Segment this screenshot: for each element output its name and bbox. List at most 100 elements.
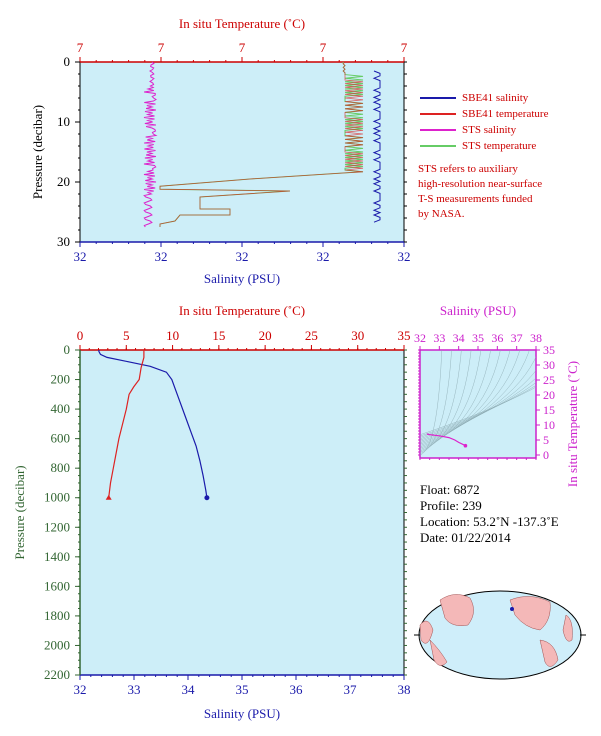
map-land-europe [562,614,573,642]
main-left-tick-label: 1600 [44,578,70,593]
ts-density-contour [420,356,536,442]
ts-top-axis-title: Salinity (PSU) [440,303,516,318]
top-chart-left-tick-label: 20 [57,174,70,189]
legend-label: SBE41 salinity [462,92,529,104]
ts-top-tick-label: 38 [530,331,542,345]
ts-density-contour [420,350,511,446]
top-chart-bottom-tick-label: 32 [74,249,87,264]
ts-plot-area [419,349,537,459]
ts-top-tick-label: 35 [472,331,484,345]
main-left-tick-label: 200 [51,372,71,387]
top-chart-top-tick-label: 7 [401,40,408,55]
main-series-temperature-end-marker [105,494,112,500]
main-bottom-tick-label: 37 [344,682,358,697]
ts-right-tick-label: 0 [543,448,549,462]
top-chart-top-axis-title: In situ Temperature (˚C) [179,16,305,31]
top-chart-bottom-tick-label: 32 [155,249,168,264]
main-top-tick-label: 10 [166,328,179,343]
sbe41-temperature-line [159,61,364,227]
world-map [414,590,586,680]
legend-item-sts-salinity: STS salinity [420,122,548,138]
sbe41-salinity-line [372,70,382,223]
main-top-tick-label: 15 [212,328,225,343]
main-left-tick-label: 2000 [44,637,70,652]
main-left-tick-label: 1200 [44,519,70,534]
top-chart-left-tick-label: 30 [57,234,70,249]
main-bottom-tick-label: 38 [398,682,411,697]
profile-number: Profile: 239 [420,498,482,513]
top-chart-left-axis-title: Pressure (decibar) [30,105,45,199]
ts-density-contour [420,377,536,439]
top-chart-top-tick-label: 7 [77,40,84,55]
ts-profile-line [426,433,466,447]
ts-right-tick-label: 15 [543,403,555,417]
main-top-tick-label: 35 [398,328,411,343]
top-chart-left-tick-label: 10 [57,114,70,129]
main-bottom-tick-label: 35 [236,682,249,697]
ts-density-contour [420,350,491,449]
top-chart-bottom-axis-title: Salinity (PSU) [204,271,280,286]
legend: SBE41 salinity SBE41 temperature STS sal… [420,90,548,154]
ts-right-tick-label: 5 [543,433,549,447]
map-land-asia [439,594,474,626]
main-left-tick-label: 600 [51,431,71,446]
note-line: by NASA. [418,208,465,220]
main-bottom-tick-label: 32 [74,682,87,697]
sts-salinity-line [143,61,158,228]
ts-density-contour [420,350,530,444]
legend-label: STS salinity [462,124,517,136]
ts-top-tick-label: 34 [453,331,465,345]
ts-density-contour [420,350,472,452]
main-top-tick-label: 0 [77,328,84,343]
main-left-tick-label: 2200 [44,667,70,682]
map-land-australia [429,639,448,666]
map-float-location-marker [510,607,514,611]
top-chart-left-tick-label: 0 [64,54,71,69]
ts-right-axis-title: In situ Temperature (˚C) [565,361,580,487]
map-land-north-america [509,596,551,631]
ts-density-contour [420,350,501,448]
main-top-axis-title: In situ Temperature (˚C) [179,303,305,318]
float-id: Float: 6872 [420,482,480,497]
main-series-salinity-line [98,350,208,498]
top-chart-top-tick-label: 7 [320,40,327,55]
map-land-south-america [539,639,559,667]
ts-density-contour [420,350,520,445]
main-left-tick-label: 1400 [44,549,70,564]
ts-density-contour [420,386,536,435]
legend-item-sbe41-temperature: SBE41 temperature [420,106,548,122]
ts-profile-end-marker [463,443,468,448]
main-series-salinity-end-marker [204,495,210,501]
ts-density-contour [420,350,462,453]
main-left-tick-label: 1800 [44,608,70,623]
ts-density-contour [420,385,536,437]
legend-label: SBE41 temperature [462,108,549,120]
ts-right-tick-label: 20 [543,388,555,402]
ts-right-tick-label: 25 [543,373,555,387]
legend-label: STS temperature [462,140,537,152]
main-left-tick-label: 400 [51,401,71,416]
top-chart-bottom-tick-label: 32 [398,249,411,264]
ts-density-contour [420,350,452,454]
main-series-temperature-line [108,350,145,498]
top-chart-top-tick-label: 7 [239,40,246,55]
main-bottom-tick-label: 34 [182,682,196,697]
note-line: STS refers to auxiliary [418,163,518,175]
location: Location: 53.2˚N -137.3˚E [420,514,559,529]
main-bottom-tick-label: 33 [128,682,141,697]
main-top-tick-label: 25 [305,328,318,343]
ts-density-contour [420,370,536,441]
main-top-tick-label: 20 [259,328,272,343]
main-left-tick-label: 800 [51,460,71,475]
main-plot-area [79,349,405,676]
top-chart-bottom-tick-label: 32 [317,249,330,264]
ts-top-tick-label: 32 [414,331,426,345]
ts-top-tick-label: 33 [433,331,445,345]
ts-density-contour [420,350,442,456]
main-top-tick-label: 30 [351,328,364,343]
legend-item-sbe41-salinity: SBE41 salinity [420,90,548,106]
ts-top-tick-label: 36 [491,331,503,345]
main-left-tick-label: 0 [64,342,71,357]
ts-right-tick-label: 35 [543,343,555,357]
